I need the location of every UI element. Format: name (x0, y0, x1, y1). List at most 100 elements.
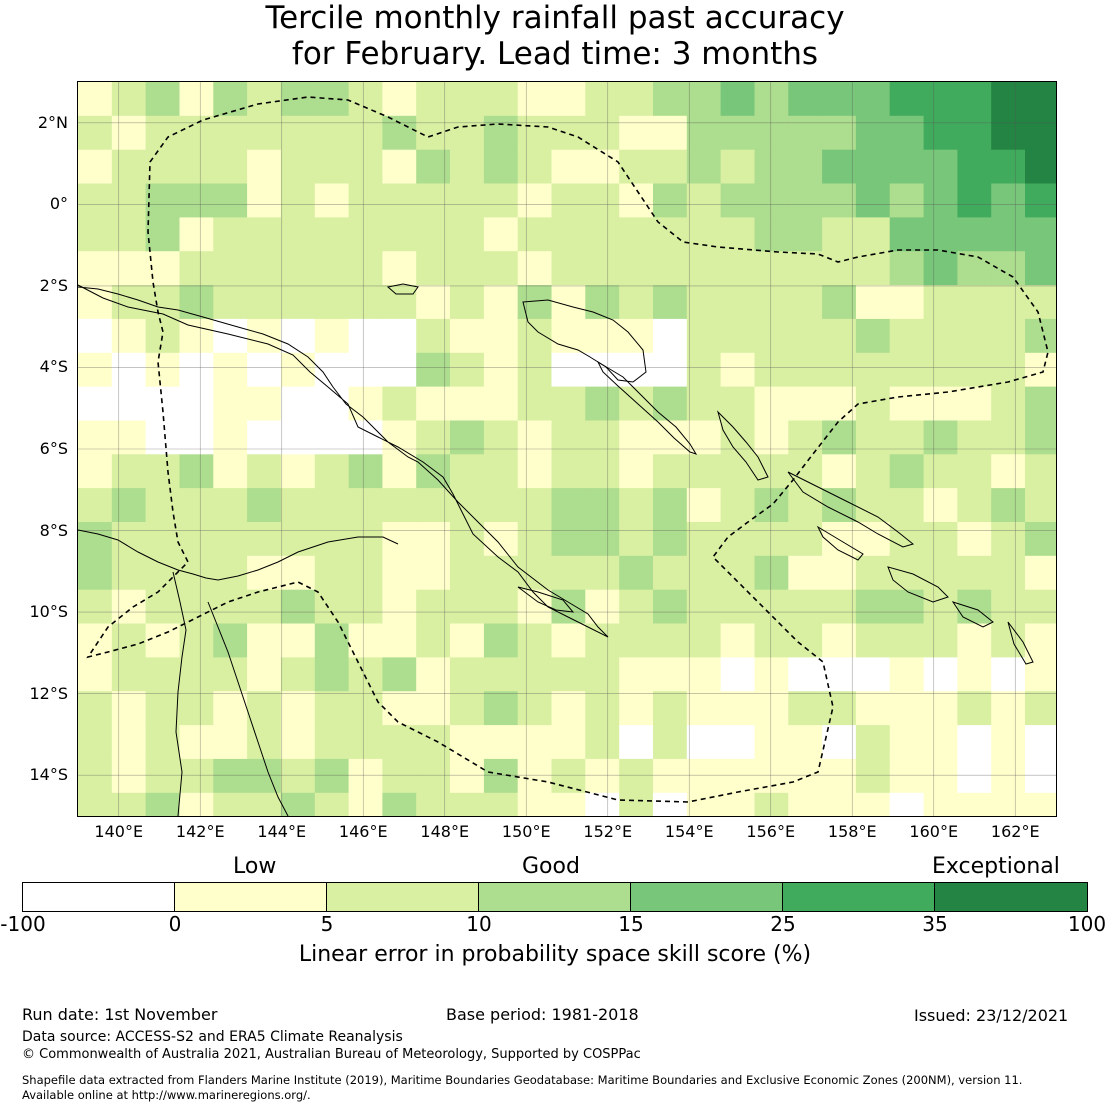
grid-cell (957, 285, 992, 320)
grid-cell (686, 488, 722, 523)
grid-cell (213, 522, 248, 557)
grid-cell (855, 420, 891, 455)
grid-cell (585, 183, 620, 218)
grid-cell (517, 82, 553, 117)
grid-cell (957, 555, 992, 591)
grid-cell (348, 285, 383, 320)
grid-cell (822, 149, 857, 185)
grid-cell (247, 115, 282, 151)
grid-cell (179, 623, 214, 658)
grid-cell (348, 420, 383, 455)
grid-cell (619, 758, 654, 794)
grid-cell (788, 758, 823, 794)
grid-cell (788, 183, 823, 218)
grid-cell (923, 792, 958, 816)
grid-cell (382, 420, 417, 455)
grid-cell (280, 758, 316, 794)
grid-cell (483, 522, 519, 557)
grid-cell (78, 454, 113, 489)
grid-cell (822, 691, 857, 726)
grid-cell (382, 555, 417, 591)
grid-cell (78, 82, 113, 117)
grid-cell (78, 725, 113, 760)
grid-cell (720, 725, 755, 760)
grid-cell (247, 285, 282, 320)
grid-cell (348, 691, 383, 726)
grid-cell (348, 82, 383, 117)
longitude-label: 152°E (583, 822, 633, 841)
grid-cell (822, 183, 857, 218)
grid-cell (855, 454, 891, 489)
grid-cell (213, 454, 248, 489)
grid-cell (754, 758, 789, 794)
grid-cell (822, 792, 857, 816)
grid-cell (686, 758, 722, 794)
grid-cell (1025, 420, 1056, 455)
grid-cell (551, 623, 586, 658)
grid-cell (889, 285, 925, 320)
grid-cell (213, 725, 248, 760)
grid-cell (247, 149, 282, 185)
grid-cell (957, 454, 992, 489)
grid-cell (551, 318, 586, 354)
grid-cell (179, 725, 214, 760)
grid-cell (145, 758, 180, 794)
grid-cell (585, 217, 620, 252)
grid-cell (720, 386, 755, 421)
grid-cell (1025, 623, 1056, 658)
grid-cell (314, 589, 350, 625)
grid-cell (314, 386, 350, 421)
grid-cell (111, 149, 147, 185)
grid-cell (213, 555, 248, 591)
grid-cell (517, 488, 553, 523)
grid-cell (754, 725, 789, 760)
grid-cell (314, 251, 350, 286)
grid-cell (923, 691, 958, 726)
grid-cell (686, 251, 722, 286)
grid-cell (686, 657, 722, 692)
grid-cell (923, 318, 958, 354)
colorbar-segment (175, 883, 327, 911)
grid-cell (754, 149, 789, 185)
grid-cell (551, 725, 586, 760)
grid-cell (450, 149, 485, 185)
grid-cell (483, 386, 519, 421)
grid-cell (653, 82, 688, 117)
grid-cell (653, 691, 688, 726)
grid-cell (348, 623, 383, 658)
grid-cell (483, 758, 519, 794)
coastline-new-britain (522, 299, 647, 383)
grid-cell (754, 115, 789, 151)
grid-cell (653, 758, 688, 794)
grid-cell (585, 454, 620, 489)
colorbar-tick-label: 35 (922, 912, 948, 936)
grid-cell (991, 555, 1026, 591)
grid-cell (619, 285, 654, 320)
grid-cell (855, 488, 891, 523)
grid-cell (111, 623, 147, 658)
grid-cell (416, 82, 451, 117)
grid-cell (788, 352, 823, 388)
grid-cell (145, 420, 180, 455)
grid-cell (179, 555, 214, 591)
grid-cell (213, 691, 248, 726)
grid-cell (280, 589, 316, 625)
grid-cell (314, 657, 350, 692)
grid-cell (78, 420, 113, 455)
grid-cell (855, 555, 891, 591)
grid-cell (483, 318, 519, 354)
grid-cell (314, 318, 350, 354)
grid-cell (619, 115, 654, 151)
grid-cell (111, 488, 147, 523)
grid-cell (585, 285, 620, 320)
grid-cell (280, 488, 316, 523)
grid-cell (889, 454, 925, 489)
grid-cell (247, 589, 282, 625)
grid-cell (585, 657, 620, 692)
grid-cell (450, 251, 485, 286)
grid-cell (585, 725, 620, 760)
grid-cell (754, 522, 789, 557)
grid-cell (788, 420, 823, 455)
grid-cell (720, 589, 755, 625)
coastline-makira (951, 601, 994, 628)
